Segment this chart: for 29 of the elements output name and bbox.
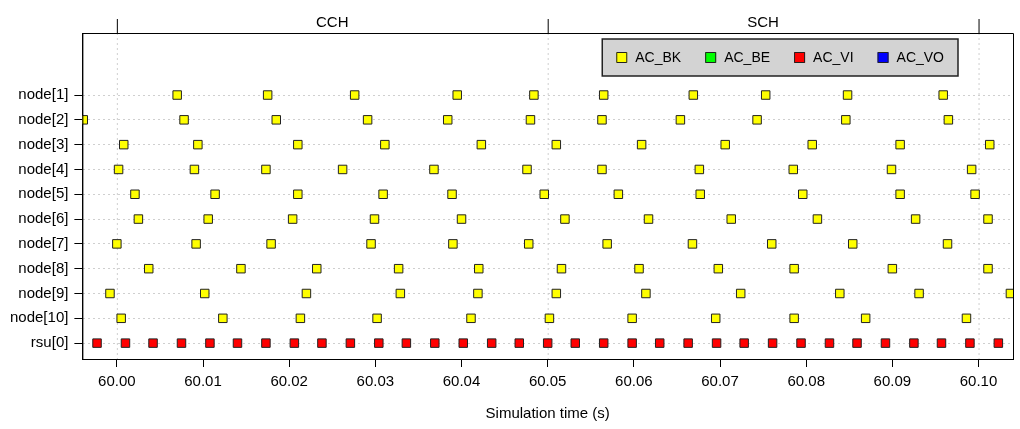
text: CCH	[316, 12, 349, 30]
legend-label: AC_BK	[635, 49, 682, 66]
legend-label: AC_VO	[896, 49, 945, 66]
x-tick-label: 60.08	[787, 372, 825, 390]
x-tick-label: 60.05	[528, 372, 567, 390]
y-tick-label: node[4]	[18, 159, 69, 177]
y-tick-label: node[9]	[18, 283, 69, 301]
text: SCH	[747, 12, 779, 30]
x-tick-label: 60.03	[356, 372, 395, 390]
x-tick-label: 60.00	[98, 372, 136, 390]
y-tick-label: node[6]	[18, 209, 69, 227]
x-tick-label: 60.06	[615, 372, 653, 390]
legend-label: AC_VI	[813, 49, 854, 66]
y-tick-label: node[7]	[18, 234, 69, 252]
legend-label: AC_BE	[724, 49, 771, 66]
y-tick-label: node[3]	[18, 134, 69, 152]
x-tick-label: 60.04	[442, 372, 481, 390]
x-axis-title: Simulation time (s)	[485, 404, 610, 422]
y-tick-label: node[10]	[10, 308, 69, 326]
y-tick-label: node[1]	[18, 85, 69, 103]
y-tick-label: node[2]	[18, 109, 69, 127]
x-tick-label: 60.10	[959, 372, 998, 390]
x-tick-label: 60.07	[701, 372, 739, 390]
x-tick-label: 60.02	[270, 372, 308, 390]
y-tick-label: rsu[0]	[30, 333, 69, 351]
y-tick-label: node[8]	[18, 258, 69, 276]
x-tick-label: 60.09	[873, 372, 912, 390]
y-tick-label: node[5]	[18, 184, 69, 202]
x-tick-label: 60.01	[184, 372, 222, 390]
